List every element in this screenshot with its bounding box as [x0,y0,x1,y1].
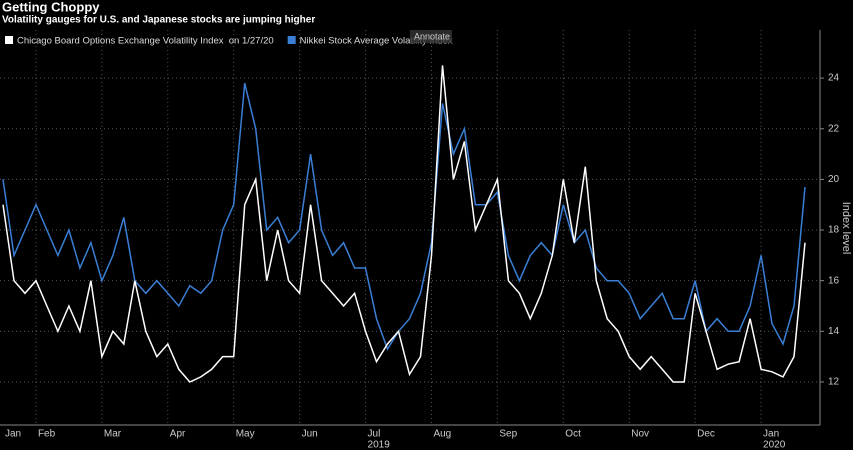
legend-swatch [5,36,13,44]
tooltip: Annotate [414,31,450,41]
y-tick-label: 12 [828,377,840,388]
x-tick-label: May [236,429,255,440]
legend-label: Nikkei Stock Average Volatility Index [300,36,453,47]
series-line [2,83,806,351]
legend-label: Chicago Board Options Exchange Volatilit… [17,36,274,47]
x-tick-label: Apr [170,429,186,440]
y-tick-label: 16 [828,275,840,286]
x-tick-label: Jan [763,429,779,440]
x-tick-label: Jul [368,429,381,440]
x-tick-label: Aug [433,429,451,440]
y-tick-label: 24 [828,73,840,84]
y-tick-label: 14 [828,326,840,337]
x-tick-label: Mar [104,429,122,440]
x-tick-label: Jun [302,429,318,440]
legend-swatch [287,36,296,44]
y-tick-label: 22 [828,123,840,134]
chart-subtitle: Volatility gauges for U.S. and Japanese … [2,15,315,26]
x-tick-label: Oct [565,429,581,440]
x-tick-label: Dec [697,429,715,440]
x-tick-label: Nov [631,429,649,440]
x-tick-label: Sep [499,429,517,440]
year-label: 2019 [368,440,391,450]
y-tick-label: 18 [828,225,840,236]
tooltip-box [410,30,452,43]
year-label: 2020 [763,440,786,450]
chart-title: Getting Choppy [2,0,100,14]
y-tick-label: 20 [828,174,840,185]
y-axis-label: Index level [840,202,852,255]
x-tick-label: Feb [38,429,56,440]
series-line [2,65,806,383]
x-tick-label: Jan [5,429,21,440]
